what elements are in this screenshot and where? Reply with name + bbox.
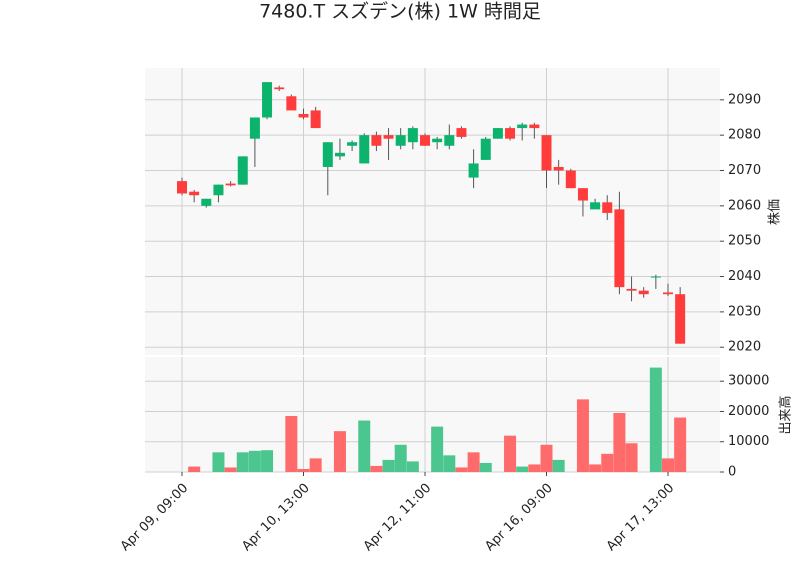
volume-bar bbox=[674, 417, 687, 472]
candle-body bbox=[213, 184, 224, 196]
candle-body bbox=[262, 82, 273, 118]
candle-body bbox=[565, 170, 576, 189]
volume-bar bbox=[212, 452, 225, 472]
volume-bar bbox=[309, 458, 322, 472]
volume-bar bbox=[188, 466, 201, 472]
y2-tick-label: 30000 bbox=[728, 374, 769, 389]
y-axis-label: 株価 bbox=[768, 199, 783, 225]
y-tick-label: 2040 bbox=[728, 269, 761, 284]
candle-body bbox=[517, 124, 528, 129]
volume-bar bbox=[236, 452, 249, 472]
volume-bar bbox=[625, 443, 638, 472]
candle-body bbox=[577, 188, 588, 201]
candle-body bbox=[663, 292, 673, 295]
candle-body bbox=[492, 128, 503, 139]
volume-bar bbox=[248, 450, 261, 472]
candle-body bbox=[347, 142, 358, 146]
y2-tick-label: 20000 bbox=[728, 404, 769, 419]
candle-body bbox=[237, 156, 248, 185]
volume-bar bbox=[613, 412, 626, 472]
volume-bar bbox=[358, 420, 371, 472]
candle-body bbox=[177, 181, 187, 194]
volume-bar bbox=[382, 459, 395, 472]
candle-body bbox=[395, 135, 406, 146]
chart-title: 7480.T スズデン(株) 1W 時間足 bbox=[259, 1, 541, 23]
volume-bar bbox=[649, 367, 662, 472]
y2-tick-label: 0 bbox=[728, 465, 736, 480]
volume-bar bbox=[406, 461, 419, 472]
volume-bar bbox=[224, 467, 237, 472]
candle-body bbox=[614, 209, 625, 288]
candle-body bbox=[310, 110, 321, 129]
candle-body bbox=[383, 135, 394, 139]
volume-bar bbox=[467, 452, 480, 472]
candle-body bbox=[274, 87, 285, 90]
candle-body bbox=[444, 135, 455, 146]
y2-axis-label: 出来高 bbox=[778, 395, 794, 434]
x-tick-label: Apr 16, 09:00 bbox=[482, 481, 555, 554]
candle-body bbox=[638, 290, 649, 295]
candle-body bbox=[359, 135, 370, 164]
y-tick-label: 2060 bbox=[728, 198, 761, 213]
volume-bar bbox=[576, 399, 589, 472]
y-tick-label: 2020 bbox=[728, 340, 761, 355]
volume-bar bbox=[601, 453, 614, 472]
volume-bar bbox=[589, 464, 602, 472]
candle-body bbox=[189, 191, 200, 196]
volume-bar bbox=[297, 468, 310, 472]
volume-bar bbox=[370, 465, 383, 472]
candle-body bbox=[529, 124, 540, 129]
volume-bar bbox=[394, 444, 407, 472]
candle-body bbox=[650, 276, 661, 278]
volume-bar bbox=[443, 455, 456, 472]
candle-body bbox=[225, 183, 236, 186]
volume-bar bbox=[333, 431, 346, 472]
volume-bar bbox=[662, 458, 674, 472]
volume-bar bbox=[479, 462, 492, 472]
candle-body bbox=[407, 128, 418, 143]
y-tick-label: 2030 bbox=[728, 304, 761, 319]
candle-body bbox=[286, 96, 297, 111]
y-tick-label: 2070 bbox=[728, 163, 761, 178]
y-tick-label: 2050 bbox=[728, 234, 761, 249]
candle-body bbox=[541, 135, 552, 171]
candle-body bbox=[602, 202, 613, 213]
volume-bar bbox=[504, 435, 517, 472]
x-tick-label: Apr 09, 09:00 bbox=[118, 481, 191, 554]
candle-body bbox=[371, 135, 382, 146]
candle-body bbox=[675, 294, 686, 344]
volume-bar bbox=[528, 464, 541, 472]
candle-body bbox=[201, 198, 212, 206]
volume-bar bbox=[455, 467, 468, 472]
x-tick-label: Apr 17, 13:00 bbox=[604, 481, 677, 554]
candle-body bbox=[298, 113, 309, 118]
candle-body bbox=[505, 128, 516, 139]
volume-bar bbox=[540, 444, 553, 472]
x-tick-label: Apr 12, 11:00 bbox=[361, 481, 434, 554]
y-tick-label: 2090 bbox=[728, 92, 761, 107]
x-tick-label: Apr 10, 13:00 bbox=[239, 481, 312, 554]
candle-body bbox=[420, 135, 430, 146]
candle-body bbox=[432, 138, 443, 143]
volume-bar bbox=[431, 426, 444, 472]
candle-body bbox=[456, 128, 467, 137]
candle-body bbox=[590, 202, 601, 210]
y-tick-label: 2080 bbox=[728, 128, 761, 143]
candle-body bbox=[249, 117, 260, 139]
candle-body bbox=[553, 166, 564, 171]
candle-body bbox=[480, 138, 491, 160]
candle-body bbox=[322, 142, 333, 167]
y2-tick-label: 10000 bbox=[728, 434, 769, 449]
volume-bar bbox=[552, 459, 565, 472]
volume-bar bbox=[516, 466, 529, 472]
candle-body bbox=[626, 288, 637, 291]
candle-body bbox=[334, 152, 345, 157]
volume-bar bbox=[261, 450, 274, 472]
volume-bar bbox=[285, 416, 298, 472]
candle-body bbox=[468, 163, 479, 178]
